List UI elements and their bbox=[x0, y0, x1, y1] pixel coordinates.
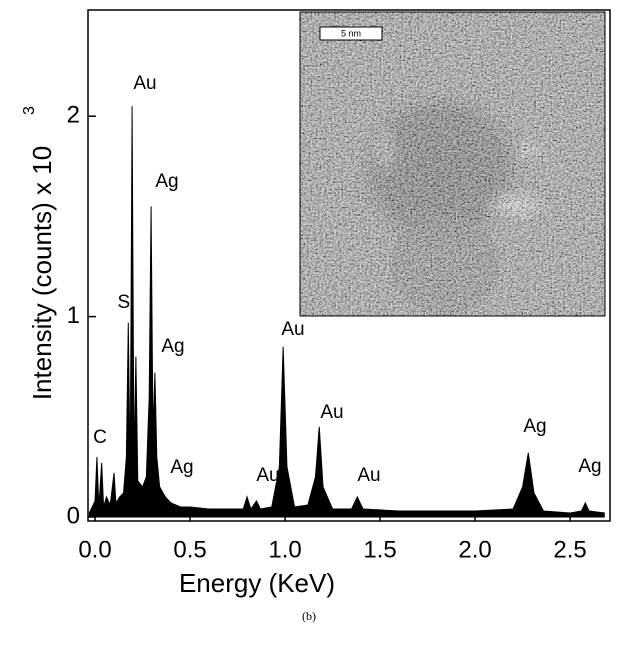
y-tick-label: 0 bbox=[67, 502, 80, 529]
peak-label: Au bbox=[357, 465, 380, 486]
peak-label: Si bbox=[118, 292, 135, 313]
caption: (b) bbox=[302, 609, 316, 623]
peak-label: Ag bbox=[161, 336, 184, 357]
x-tick-label: 2.0 bbox=[458, 536, 491, 563]
y-tick-label: 1 bbox=[67, 302, 80, 329]
x-tick-label: 1.5 bbox=[363, 536, 396, 563]
x-tick-label: 0.5 bbox=[173, 536, 206, 563]
scale-bar-label: 5 nm bbox=[341, 28, 361, 38]
peak-label: Ag bbox=[523, 416, 546, 437]
x-axis-label: Energy (KeV) bbox=[179, 568, 335, 598]
y-tick-label: 2 bbox=[67, 102, 80, 129]
peak-label: Au bbox=[256, 465, 279, 486]
y-axis-label: Intensity (counts) x 10 bbox=[27, 146, 57, 400]
x-tick-label: 0.0 bbox=[78, 536, 111, 563]
peak-label: Au bbox=[281, 319, 304, 340]
plot-frame bbox=[87, 9, 611, 522]
peak-label: Ag bbox=[155, 171, 178, 192]
spectrum bbox=[88, 106, 605, 518]
peak-label: Au bbox=[133, 73, 156, 94]
peak-label: Ag bbox=[170, 457, 193, 478]
inset-image: 5 nm bbox=[300, 12, 605, 316]
x-tick-label: 2.5 bbox=[553, 536, 586, 563]
inset-frame bbox=[299, 11, 606, 317]
y-axis-label-superscript: 3 bbox=[21, 106, 38, 115]
peak-label: C bbox=[93, 427, 107, 448]
peak-label: Au bbox=[320, 402, 343, 423]
peak-label: Ag bbox=[578, 456, 601, 477]
x-tick-label: 1.0 bbox=[268, 536, 301, 563]
